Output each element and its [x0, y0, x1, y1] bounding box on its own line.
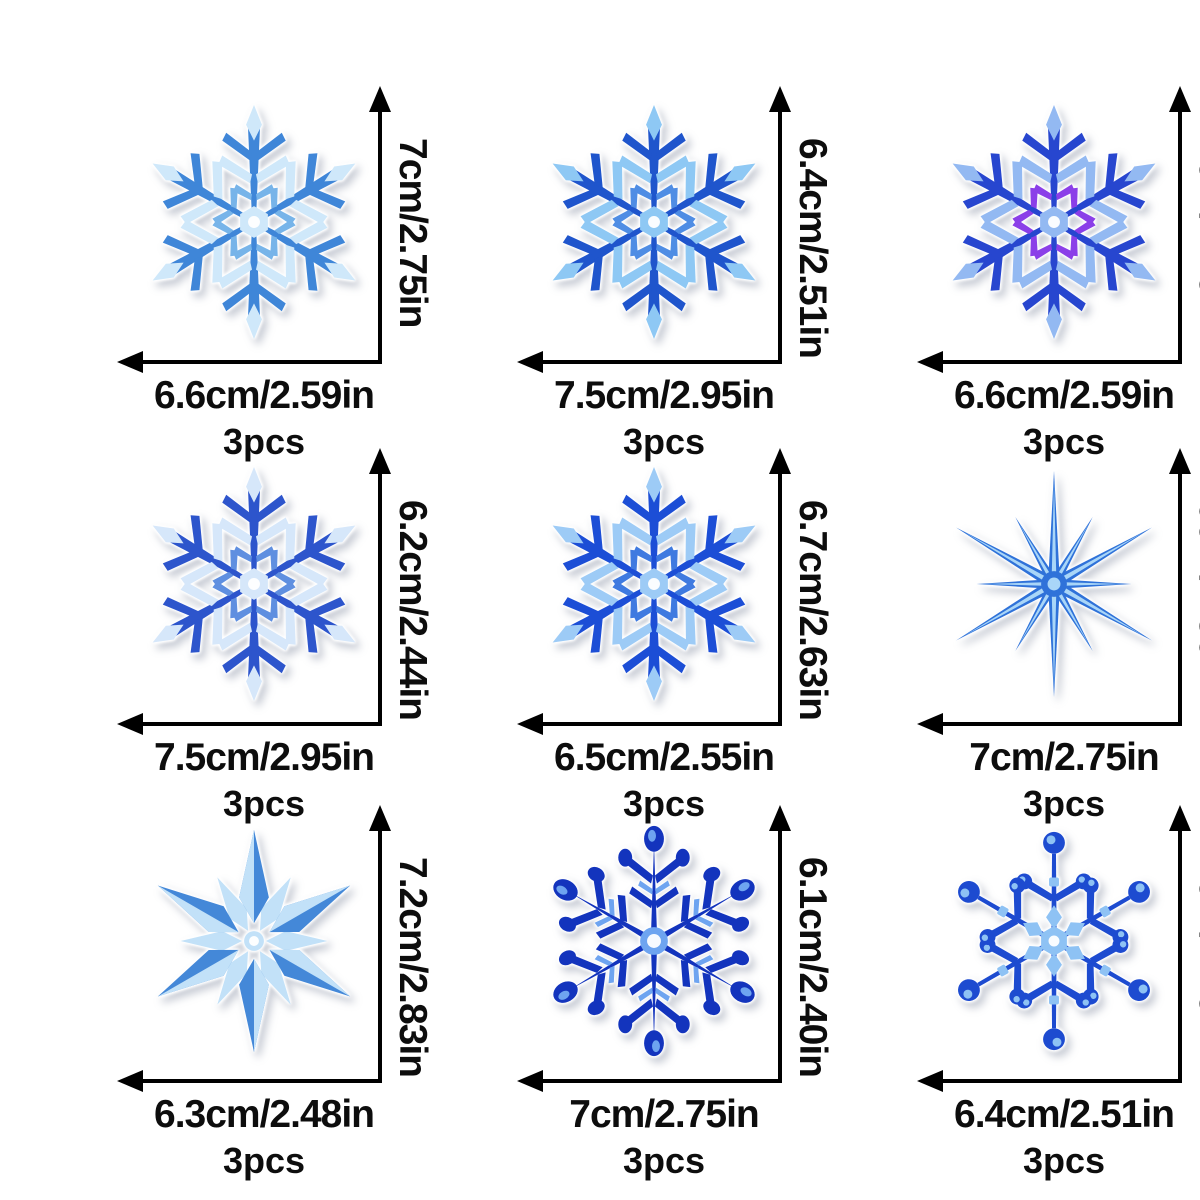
- snowflake-card: 7.2cm/2.83in 6.3cm/2.48in 3pcs: [40, 805, 440, 1181]
- height-label: 7.2cm/2.83in: [391, 857, 434, 1077]
- width-label: 7cm/2.75in: [569, 1093, 759, 1136]
- width-label: 7.5cm/2.95in: [154, 736, 375, 779]
- width-dimension-arrow: [917, 713, 1182, 735]
- snowflake-fern-icon: [530, 817, 778, 1065]
- width-label: 6.3cm/2.48in: [154, 1093, 375, 1136]
- snowflake-classic-icon: [530, 460, 778, 708]
- quantity-label: 3pcs: [1022, 783, 1106, 824]
- height-label: 6cm/2.36in: [1191, 500, 1200, 690]
- width-label: 6.4cm/2.51in: [954, 1093, 1175, 1136]
- height-dimension-arrow: [769, 86, 791, 362]
- snowflake-image: [530, 460, 778, 708]
- height-label: 7cm/2.75in: [1191, 138, 1200, 328]
- snowflake-star-icon: [130, 817, 378, 1065]
- snowflake-card: 7cm/2.75in 6.6cm/2.59in 3pcs: [840, 86, 1200, 462]
- snowflake-jewel-icon: [930, 817, 1178, 1065]
- quantity-label: 3pcs: [622, 1140, 706, 1181]
- quantity-label: 3pcs: [1022, 421, 1106, 462]
- width-label: 6.5cm/2.55in: [554, 736, 775, 779]
- width-dimension-arrow: [117, 1070, 382, 1092]
- width-dimension-arrow: [917, 1070, 1182, 1092]
- width-label: 6.6cm/2.59in: [154, 374, 375, 417]
- quantity-label: 3pcs: [1022, 1140, 1106, 1181]
- height-label: 7cm/2.75in: [1191, 857, 1200, 1047]
- snowflake-image: [130, 817, 378, 1065]
- height-dimension-arrow: [1169, 805, 1191, 1081]
- snowflake-image: [930, 460, 1178, 708]
- snowflake-card: 6cm/2.36in 7cm/2.75in 3pcs: [840, 448, 1200, 824]
- height-dimension-arrow: [369, 448, 391, 724]
- height-dimension-arrow: [1169, 86, 1191, 362]
- snowflake-card: 6.1cm/2.40in 7cm/2.75in 3pcs: [440, 805, 840, 1181]
- width-label: 7cm/2.75in: [969, 736, 1159, 779]
- height-dimension-arrow: [769, 448, 791, 724]
- snowflake-classic-icon: [930, 98, 1178, 346]
- height-label: 7cm/2.75in: [391, 138, 434, 328]
- snowflake-card: 6.4cm/2.51in 7.5cm/2.95in 3pcs: [440, 86, 840, 462]
- snowflake-card: 6.7cm/2.63in 6.5cm/2.55in 3pcs: [440, 448, 840, 824]
- width-dimension-arrow: [517, 1070, 782, 1092]
- height-dimension-arrow: [1169, 448, 1191, 724]
- snowflake-classic-icon: [130, 98, 378, 346]
- snowflake-image: [530, 98, 778, 346]
- height-label: 6.1cm/2.40in: [791, 857, 834, 1077]
- width-dimension-arrow: [517, 351, 782, 373]
- snowflake-card: 7cm/2.75in 6.6cm/2.59in 3pcs: [40, 86, 440, 462]
- snowflake-spiky-icon: [930, 460, 1178, 708]
- snowflake-image: [530, 817, 778, 1065]
- snowflake-image: [130, 98, 378, 346]
- height-label: 6.2cm/2.44in: [391, 500, 434, 720]
- snowflake-classic-icon: [130, 460, 378, 708]
- width-dimension-arrow: [117, 713, 382, 735]
- width-label: 7.5cm/2.95in: [554, 374, 775, 417]
- quantity-label: 3pcs: [222, 421, 306, 462]
- height-label: 6.7cm/2.63in: [791, 500, 834, 720]
- width-dimension-arrow: [517, 713, 782, 735]
- width-dimension-arrow: [917, 351, 1182, 373]
- snowflake-image: [930, 98, 1178, 346]
- snowflake-image: [930, 817, 1178, 1065]
- width-label: 6.6cm/2.59in: [954, 374, 1175, 417]
- snowflake-card: 6.2cm/2.44in 7.5cm/2.95in 3pcs: [40, 448, 440, 824]
- height-dimension-arrow: [769, 805, 791, 1081]
- height-dimension-arrow: [369, 805, 391, 1081]
- snowflake-image: [130, 460, 378, 708]
- height-dimension-arrow: [369, 86, 391, 362]
- width-dimension-arrow: [117, 351, 382, 373]
- quantity-label: 3pcs: [622, 783, 706, 824]
- height-label: 6.4cm/2.51in: [791, 138, 834, 358]
- quantity-label: 3pcs: [622, 421, 706, 462]
- snowflake-classic-icon: [530, 98, 778, 346]
- quantity-label: 3pcs: [222, 1140, 306, 1181]
- quantity-label: 3pcs: [222, 783, 306, 824]
- snowflake-card: 7cm/2.75in 6.4cm/2.51in 3pcs: [840, 805, 1200, 1181]
